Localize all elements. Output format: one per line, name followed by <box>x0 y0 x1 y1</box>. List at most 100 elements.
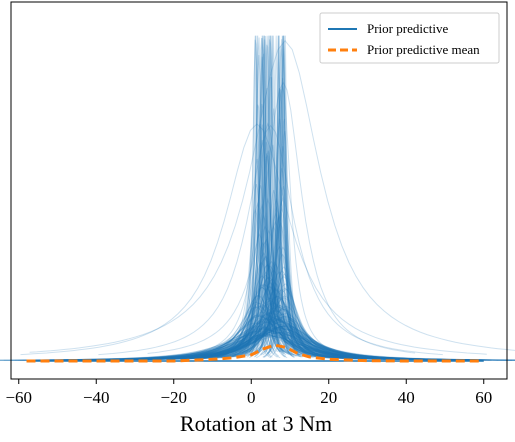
prior-predictive-sample-line <box>101 315 413 361</box>
prior-predictive-sample-line <box>244 37 280 353</box>
prior-predictive-sample-line <box>238 35 272 353</box>
x-tick-label: 20 <box>320 388 337 407</box>
prior-predictive-sample-line <box>117 318 453 361</box>
prior-predictive-sample-line <box>246 35 285 353</box>
prior-predictive-sample-line <box>165 286 356 360</box>
prior-predictive-sample-line <box>267 35 299 354</box>
prior-predictive-sample-line <box>64 327 484 361</box>
prior-predictive-sample-line <box>82 325 489 361</box>
prior-predictive-sample-line <box>238 56 286 354</box>
prior-predictive-sample-line <box>79 325 482 361</box>
prior-predictive-sample-line <box>67 327 495 361</box>
prior-predictive-sample-line <box>262 35 294 358</box>
prior-predictive-sample-line <box>18 332 515 361</box>
prior-predictive-sample-line <box>157 297 380 360</box>
prior-predictive-sample-line <box>202 261 345 359</box>
prior-predictive-sample-line <box>263 35 295 358</box>
prior-predictive-sample-line <box>254 89 306 355</box>
prior-predictive-sample-line <box>62 328 499 361</box>
prior-predictive-sample-line <box>32 331 513 361</box>
prior-predictive-sample-line <box>38 329 491 361</box>
prior-predictive-sample-line <box>214 229 324 358</box>
prior-predictive-sample-line <box>202 273 364 360</box>
prior-predictive-sample-line <box>247 39 292 353</box>
prior-predictive-sample-line <box>98 124 443 356</box>
prior-predictive-sample-line <box>205 240 324 359</box>
prior-predictive-sample-line <box>229 205 323 358</box>
prior-predictive-sample-line <box>149 295 367 360</box>
prior-predictive-sample-line <box>172 283 354 360</box>
prior-predictive-sample-line <box>208 266 358 359</box>
prior-predictive-sample-line <box>171 284 356 360</box>
prior-predictive-sample-line <box>77 326 485 361</box>
prior-predictive-sample-line <box>232 197 321 358</box>
prior-predictive-sample-line <box>38 331 515 361</box>
prior-predictive-sample-line <box>222 86 343 355</box>
prior-predictive-sample-line <box>156 305 413 360</box>
prior-predictive-sample-line <box>147 81 416 354</box>
prior-predictive-sample-line <box>106 314 412 361</box>
legend-label-prior-predictive: Prior predictive <box>367 21 448 36</box>
prior-predictive-sample-line <box>215 253 350 359</box>
prior-predictive-sample-line <box>174 285 363 360</box>
prior-predictive-sample-line <box>41 328 487 361</box>
prior-predictive-sample-line <box>257 35 290 353</box>
prior-predictive-sample-line <box>248 39 281 353</box>
prior-predictive-sample-line <box>116 311 408 361</box>
prior-predictive-sample-line <box>199 275 368 360</box>
prior-predictive-sample-line <box>184 282 366 360</box>
prior-predictive-sample-line <box>257 77 308 354</box>
legend: Prior predictive Prior predictive mean <box>319 12 500 64</box>
prior-predictive-sample-line <box>50 326 467 361</box>
prior-predictive-sample-line <box>181 289 382 360</box>
prior-predictive-sample-line <box>3 332 507 361</box>
prior-predictive-sample-line <box>266 35 299 355</box>
prior-predictive-sample-line <box>263 35 295 358</box>
prior-predictive-sample-line <box>91 320 444 361</box>
prior-predictive-sample-line <box>168 284 353 360</box>
prior-predictive-sample-line <box>125 311 412 361</box>
prior-predictive-sample-line <box>249 35 284 353</box>
prior-predictive-sample-line <box>212 225 318 358</box>
prior-predictive-sample-line <box>207 238 325 359</box>
prior-predictive-sample-line <box>37 329 487 361</box>
prior-predictive-sample-line <box>246 77 296 354</box>
prior-predictive-sample-line <box>45 329 512 361</box>
prior-predictive-sample-line <box>151 302 393 360</box>
prior-predictive-sample-line <box>123 306 388 360</box>
prior-predictive-sample-line <box>139 307 404 361</box>
prior-predictive-sample-line <box>253 87 305 355</box>
prior-predictive-sample-line <box>62 326 476 361</box>
prior-predictive-sample-line <box>230 104 285 355</box>
prior-predictive-sample-line <box>228 222 331 358</box>
prior-predictive-sample-line <box>268 35 300 357</box>
prior-predictive-sample-line <box>199 260 343 359</box>
prior-predictive-sample-line <box>250 44 283 353</box>
prior-predictive-sample-line <box>103 319 446 361</box>
prior-predictive-sample-line <box>41 328 487 361</box>
prior-predictive-sample-line <box>229 214 328 358</box>
prior-predictive-sample-line <box>29 40 515 353</box>
prior-predictive-sample-line <box>178 287 374 360</box>
prior-predictive-sample-line <box>178 275 344 360</box>
prior-predictive-sample-line <box>60 328 499 361</box>
prior-predictive-sample-line <box>152 300 389 360</box>
x-tick-label: −60 <box>5 388 32 407</box>
prior-predictive-sample-line <box>83 321 447 361</box>
prior-predictive-sample-line <box>100 315 414 361</box>
prior-predictive-sample-line <box>242 35 284 353</box>
prior-predictive-sample-line <box>85 324 480 361</box>
x-axis: −60 −40 −20 0 20 40 60 <box>5 379 492 407</box>
prior-predictive-sample-line <box>224 220 326 358</box>
prior-predictive-sample-line <box>168 295 385 360</box>
prior-predictive-sample-line <box>249 146 316 356</box>
prior-predictive-sample-line <box>267 35 300 355</box>
prior-predictive-sample-line <box>208 208 303 358</box>
prior-predictive-sample-line <box>171 297 397 360</box>
prior-predictive-sample-line <box>126 316 446 361</box>
prior-predictive-sample-line <box>114 317 449 361</box>
prior-predictive-sample-line <box>253 35 286 358</box>
prior-predictive-sample-line <box>146 302 390 360</box>
